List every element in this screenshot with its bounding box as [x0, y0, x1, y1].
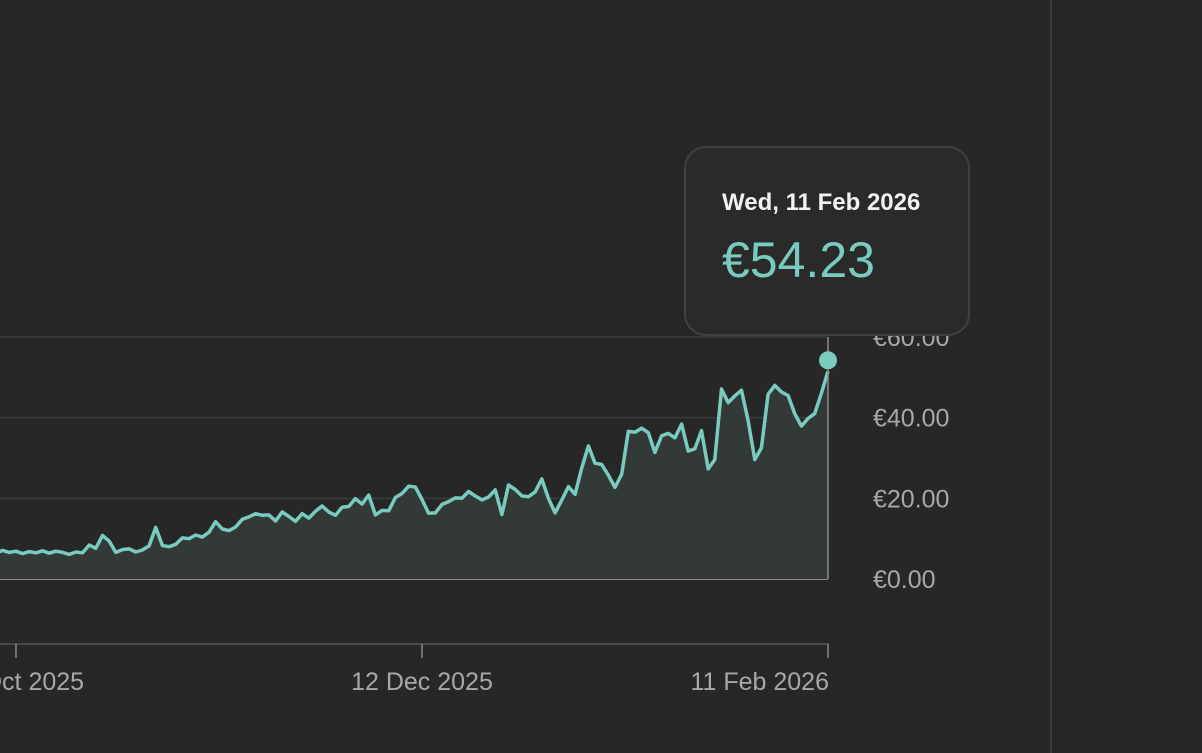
- x-tick-label-1: 12 Dec 2025: [351, 668, 493, 696]
- tooltip-value: €54.23: [722, 232, 875, 288]
- x-tick-label-0: 12 Oct 2025: [0, 668, 84, 696]
- y-tick-label-0: €0.00: [873, 566, 936, 594]
- tooltip: Wed, 11 Feb 2026 €54.23: [684, 146, 970, 336]
- y-axis-ticks: €0.00€20.00€40.00€60.00: [873, 324, 949, 594]
- series-area: [0, 371, 828, 579]
- x-tick-label-2: 11 Feb 2026: [690, 668, 829, 696]
- y-tick-label-2: €40.00: [873, 405, 949, 433]
- series-line[interactable]: [0, 370, 830, 557]
- y-tick-label-1: €20.00: [873, 485, 949, 513]
- card-border: [1050, 0, 1052, 753]
- x-axis-ticks: 12 Oct 2025 12 Dec 2025 11 Feb 2026: [0, 644, 829, 696]
- highlight-point[interactable]: [819, 351, 837, 370]
- tooltip-date: Wed, 11 Feb 2026: [722, 189, 921, 216]
